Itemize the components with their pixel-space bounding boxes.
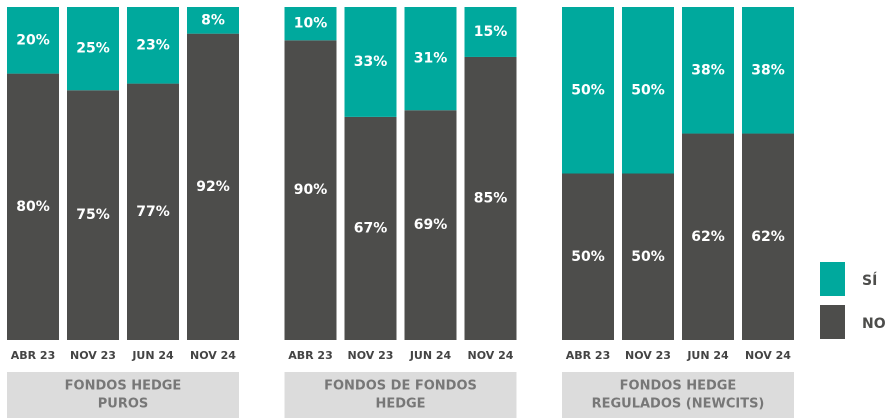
value-label: 67% — [354, 220, 388, 236]
bar-segment — [187, 33, 239, 340]
x-tick-label: NOV 23 — [348, 349, 394, 362]
value-label: 38% — [691, 62, 725, 78]
value-label: 25% — [76, 41, 110, 57]
bar-segment — [344, 116, 397, 340]
value-label: 31% — [414, 51, 448, 67]
bar-segment — [284, 40, 337, 341]
x-tick-label: NOV 24 — [190, 349, 236, 362]
legend-label: SÍ — [862, 272, 877, 289]
value-label: 8% — [201, 12, 225, 28]
x-tick-label: NOV 24 — [468, 349, 514, 362]
value-label: 62% — [751, 229, 785, 245]
bar-segment — [464, 7, 517, 57]
value-label: 50% — [631, 249, 665, 265]
x-tick-label: ABR 23 — [288, 349, 333, 362]
bar-segment — [464, 56, 517, 340]
group-label: FONDOS HEDGE — [620, 379, 737, 394]
bar-segment — [284, 7, 337, 41]
legend-label: NO — [862, 316, 886, 332]
group-label-box — [7, 372, 239, 418]
x-tick-label: NOV 23 — [625, 349, 671, 362]
value-label: 20% — [16, 32, 50, 48]
value-label: 15% — [474, 24, 508, 40]
legend-swatch — [820, 262, 845, 296]
group-label: REGULADOS (NEWCITS) — [592, 397, 765, 412]
value-label: 80% — [16, 199, 50, 215]
legend-swatch — [820, 305, 845, 339]
value-label: 38% — [751, 62, 785, 78]
group-label-box — [284, 372, 517, 418]
x-tick-label: NOV 24 — [745, 349, 791, 362]
x-tick-label: NOV 23 — [70, 349, 116, 362]
bar-segment — [682, 133, 734, 340]
bar-segment — [7, 7, 59, 74]
bar-segment — [344, 7, 397, 117]
value-label: 85% — [474, 190, 508, 206]
value-label: 50% — [571, 82, 605, 98]
bar-segment — [187, 7, 239, 34]
group-label-box — [562, 372, 794, 418]
value-label: 90% — [294, 182, 328, 198]
bar-segment — [682, 7, 734, 134]
value-label: 75% — [76, 207, 110, 223]
bar-segment — [622, 173, 674, 340]
bar-segment — [127, 7, 179, 84]
value-label: 50% — [571, 249, 605, 265]
value-label: 62% — [691, 229, 725, 245]
value-label: 33% — [354, 54, 388, 70]
bar-segment — [67, 7, 119, 91]
bar-segment — [562, 7, 614, 174]
x-tick-label: JUN 24 — [131, 349, 174, 362]
bar-segment — [404, 7, 457, 111]
bar-segment — [127, 83, 179, 340]
x-tick-label: JUN 24 — [409, 349, 452, 362]
value-label: 23% — [136, 37, 170, 53]
bar-segment — [622, 7, 674, 174]
group-label: FONDOS DE FONDOS — [324, 379, 477, 394]
value-label: 69% — [414, 217, 448, 233]
value-label: 10% — [294, 16, 328, 32]
group-label: PUROS — [98, 397, 149, 412]
bar-segment — [742, 133, 794, 340]
group-label: FONDOS HEDGE — [65, 379, 182, 394]
x-tick-label: JUN 24 — [686, 349, 729, 362]
bar-segment — [742, 7, 794, 134]
group-label: HEDGE — [375, 397, 425, 412]
bar-segment — [7, 73, 59, 340]
value-label: 92% — [196, 179, 230, 195]
bar-segment — [562, 173, 614, 340]
value-label: 50% — [631, 82, 665, 98]
x-tick-label: ABR 23 — [566, 349, 611, 362]
x-tick-label: ABR 23 — [11, 349, 56, 362]
bar-segment — [67, 90, 119, 340]
bar-segment — [404, 110, 457, 340]
value-label: 77% — [136, 204, 170, 220]
